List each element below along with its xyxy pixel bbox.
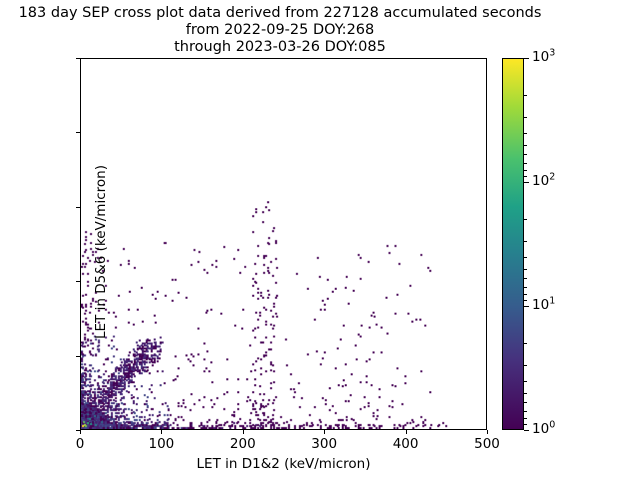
- x-ticklabel-100: 100: [148, 436, 175, 452]
- colorbar-minor-tick: [524, 176, 527, 178]
- x-axis-label: LET in D1&2 (keV/micron): [196, 456, 371, 472]
- figure-title: 183 day SEP cross plot data derived from…: [0, 5, 560, 56]
- colorbar-ticklabel-10: 101: [532, 295, 556, 313]
- y-tick-300: [76, 207, 80, 208]
- scatter-heatmap: [81, 59, 486, 429]
- colorbar-minor-tick: [524, 219, 527, 221]
- colorbar-tick-10: [524, 306, 529, 307]
- x-tick-0: [80, 430, 81, 434]
- colorbar-minor-tick: [524, 132, 527, 134]
- colorbar-minor-tick: [524, 402, 527, 404]
- title-line-2: from 2022-09-25 DOY:268: [185, 22, 375, 38]
- colorbar-minor-tick: [524, 154, 527, 156]
- colorbar-minor-tick: [524, 278, 527, 280]
- x-ticklabel-0: 0: [75, 436, 85, 452]
- colorbar-minor-tick: [524, 365, 527, 367]
- colorbar-minor-tick: [524, 144, 527, 146]
- y-tick-500: [76, 58, 80, 59]
- title-line-3: through 2023-03-26 DOY:085: [174, 39, 386, 55]
- colorbar-ticklabel-100: 102: [532, 171, 556, 189]
- x-tick-200: [242, 430, 244, 434]
- colorbar-minor-tick: [524, 256, 527, 258]
- y-tick-100: [76, 356, 80, 357]
- x-tick-300: [324, 430, 326, 434]
- colorbar-minor-tick: [524, 117, 527, 119]
- colorbar-minor-tick: [524, 424, 527, 426]
- colorbar-minor-tick: [524, 169, 527, 171]
- colorbar-tick-100: [524, 182, 529, 183]
- colorbar-minor-tick: [524, 95, 527, 97]
- colorbar-minor-tick: [524, 410, 527, 412]
- colorbar-gradient: [502, 58, 524, 430]
- colorbar-minor-tick: [524, 300, 527, 302]
- colorbar-minor-tick: [524, 162, 527, 164]
- x-ticklabel-500: 500: [474, 436, 500, 452]
- x-tick-100: [161, 430, 163, 434]
- y-tick-0: [76, 430, 80, 431]
- colorbar-minor-tick: [524, 343, 527, 345]
- y-tick-400: [76, 132, 80, 133]
- colorbar-minor-tick: [524, 293, 527, 295]
- colorbar-minor-tick: [524, 241, 527, 243]
- colorbar-minor-tick: [524, 392, 527, 394]
- y-tick-200: [76, 281, 80, 282]
- colorbar-minor-tick: [524, 380, 527, 382]
- x-ticklabel-200: 200: [229, 436, 256, 452]
- colorbar-ticklabel-1: 100: [532, 419, 556, 437]
- colorbar-ticklabel-1000: 103: [532, 47, 556, 65]
- x-tick-500: [487, 430, 488, 434]
- x-tick-400: [405, 430, 407, 434]
- colorbar-minor-tick: [524, 268, 527, 270]
- colorbar-tick-1000: [524, 58, 529, 59]
- plot-area: [80, 58, 487, 430]
- colorbar-tick-1: [524, 430, 529, 431]
- x-ticklabel-300: 300: [311, 436, 338, 452]
- y-axis-label: LET in D5&6 (keV/micron): [93, 165, 109, 339]
- colorbar-minor-tick: [524, 286, 527, 288]
- colorbar-minor-tick: [524, 417, 527, 419]
- x-ticklabel-400: 400: [392, 436, 419, 452]
- title-line-1: 183 day SEP cross plot data derived from…: [18, 5, 542, 21]
